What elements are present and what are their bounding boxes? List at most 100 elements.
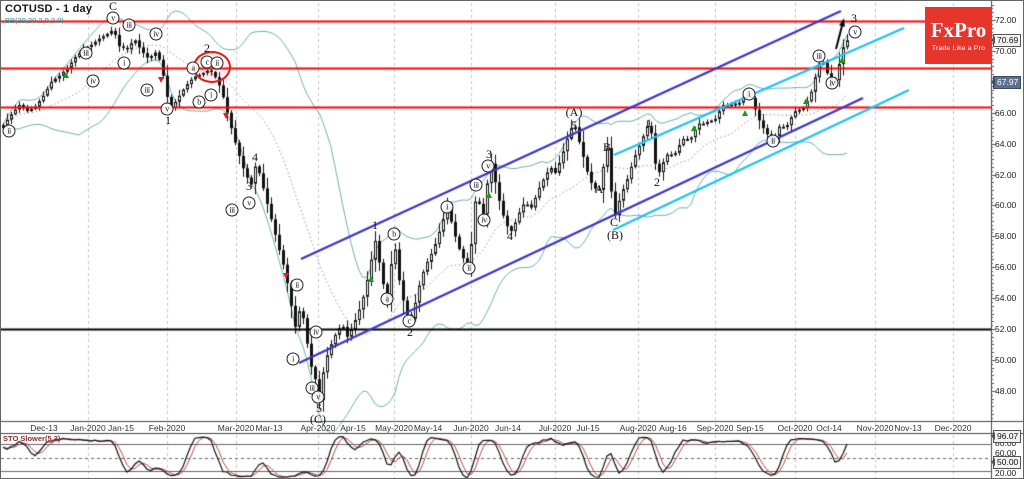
date-axis-label: Sep-15	[736, 423, 764, 433]
wave-label-circled-iv: iv	[86, 74, 100, 88]
wave-label: 1	[372, 218, 378, 232]
wave-label: A	[594, 182, 604, 196]
price-axis-label: 70.00	[995, 45, 1017, 56]
buy-signal-arrow-icon	[803, 98, 809, 104]
wave-label-circled-iv: iv	[825, 76, 839, 90]
wave-label: B	[602, 140, 612, 154]
date-axis-label: Jan-2020	[70, 423, 106, 433]
sell-signal-arrow-icon	[158, 77, 164, 83]
wave-label-circled-iii: iii	[469, 178, 483, 192]
buy-signal-arrow-icon	[63, 72, 69, 78]
sell-signal-arrow-icon	[283, 273, 289, 279]
sto-axis-label: 80.00	[995, 438, 1017, 448]
wave-label: 4	[252, 150, 258, 164]
date-axis-label: Feb-2020	[148, 423, 186, 433]
date-axis-label: Mar-13	[255, 423, 283, 433]
wave-label-circled-v: v	[311, 390, 325, 404]
wave-label-circled-v: v	[106, 11, 120, 25]
wave-label-circled-iii: iii	[225, 203, 239, 217]
price-axis-label: 48.00	[995, 385, 1017, 396]
current-price-tag: 67.97	[990, 76, 1022, 90]
stochastic-indicator-label: STO Slower(5,3)	[3, 434, 61, 443]
wave-label-circled-ii: ii	[210, 56, 224, 70]
date-axis-label: Oct-2020	[777, 423, 813, 433]
sto-value-callout: 96.07	[990, 430, 1022, 443]
wave-label: 2	[407, 325, 413, 339]
date-axis-label: Nov-2020	[856, 423, 894, 433]
date-axis-label: Sep-2020	[696, 423, 734, 433]
wave-label-circled-iv: iv	[309, 325, 323, 339]
wave-label-circled-i: i	[742, 87, 756, 101]
sto-value-callout: 50.00	[990, 456, 1022, 469]
wave-label-circled-v: v	[848, 25, 862, 39]
date-axis-label: Mar-2020	[217, 423, 255, 433]
wave-label-circled-i: i	[286, 352, 300, 366]
price-axis-label: 64.00	[995, 138, 1017, 149]
date-axis-label: Jul-15	[576, 423, 600, 433]
wave-label-circled-v: v	[160, 102, 174, 116]
date-axis-label: Nov-13	[894, 423, 922, 433]
wave-label: (A)	[565, 105, 583, 119]
sell-signal-arrow-icon	[223, 113, 229, 119]
wave-label: C	[108, 0, 118, 13]
sto-axis-label: 60.00	[995, 448, 1017, 458]
date-axis-label: Dec-2020	[934, 423, 972, 433]
wave-label-circled-ii: ii	[766, 134, 780, 148]
date-axis-label: Jun-2020	[453, 423, 489, 433]
price-axis-label: 62.00	[995, 169, 1017, 180]
wave-label: C	[609, 215, 619, 229]
wave-label-circled-ii: ii	[462, 261, 476, 275]
wave-label-circled-iii: iii	[79, 46, 93, 60]
date-axis-label: Apr-2020	[300, 423, 336, 433]
wave-label-circled-i: i	[117, 56, 131, 70]
wave-label: 3	[246, 179, 252, 193]
wave-label-circled-ii: ii	[290, 278, 304, 292]
wave-label: (B)	[607, 228, 623, 242]
date-axis-label: May-14	[413, 423, 443, 433]
wave-label: 3	[851, 11, 857, 25]
bollinger-indicator-label: BB(20,20.2.0.2.0)	[5, 16, 64, 25]
date-axis-label: Jan-15	[108, 423, 134, 433]
date-axis-label: Jul-2020	[538, 423, 572, 433]
wave-label-circled-ii: ii	[2, 124, 16, 138]
price-axis-label: 52.00	[995, 324, 1017, 334]
wave-label: 4	[507, 229, 513, 243]
price-callout: 70.69	[990, 34, 1022, 48]
buy-signal-arrow-icon	[368, 276, 374, 282]
wave-label-circled-c: c	[402, 314, 416, 328]
fxpro-logo: FxPro Trade Like a Pro	[925, 7, 992, 64]
fxpro-logo-brand: FxPro	[930, 18, 987, 42]
wave-label-circled-a: a	[380, 292, 394, 306]
wave-label: 1	[646, 116, 652, 130]
wave-label-circled-b: b	[192, 95, 206, 109]
wave-label-circled-iii: iii	[122, 18, 136, 32]
price-axis-label: 54.00	[995, 293, 1017, 304]
date-axis-label: Apr-15	[340, 423, 366, 433]
wave-label-circled-b: b	[387, 227, 401, 241]
wave-label-circled-iii: iii	[812, 49, 826, 63]
date-axis-label: Jun-14	[495, 423, 521, 433]
wave-label-circled-iv: iv	[477, 213, 491, 227]
date-axis-label: Aug-2020	[619, 423, 657, 433]
wave-label-circled-i: i	[440, 200, 454, 214]
price-axis-label: 72.00	[995, 15, 1017, 25]
buy-signal-arrow-icon	[691, 125, 697, 131]
wave-label-circled-c: c	[200, 55, 214, 69]
wave-label-circled-i: i	[204, 88, 218, 102]
wave-label: 1	[165, 113, 171, 127]
wave-label-circled-v: v	[481, 159, 495, 173]
price-axis-label: 50.00	[995, 354, 1017, 365]
buy-signal-arrow-icon	[742, 110, 748, 116]
buy-signal-arrow-icon	[839, 57, 845, 63]
wave-label: 5	[316, 401, 322, 415]
date-axis-label: Dec-13	[30, 423, 58, 433]
wave-label-circled-iv: iv	[149, 27, 163, 41]
wave-label: (C)	[310, 412, 326, 426]
date-axis-label: May-2020	[375, 423, 413, 433]
wave-label: 5	[571, 118, 577, 132]
wave-label: 2	[654, 175, 660, 189]
price-axis-label: 60.00	[995, 200, 1017, 211]
wave-label-circled-iii: iii	[140, 83, 154, 97]
